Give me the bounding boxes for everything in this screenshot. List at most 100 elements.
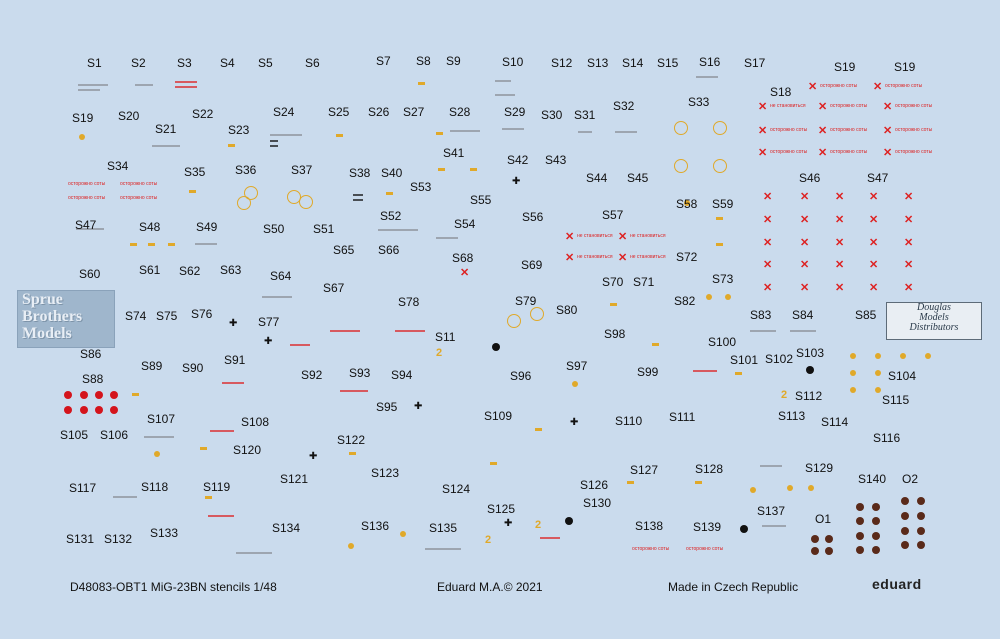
brown-dot (811, 535, 819, 543)
yellow-dot (925, 353, 931, 359)
yellow-dot (572, 381, 578, 387)
black-dot (806, 366, 814, 374)
red-dot (110, 406, 118, 414)
brown-dot (872, 517, 880, 525)
red-x-mark: ✕ (800, 282, 810, 294)
stencil-label: S140 (858, 472, 887, 486)
douglas-models-watermark: Douglas Models Distributors (886, 302, 982, 340)
yellow-stencil (132, 393, 139, 396)
yellow-stencil (627, 481, 634, 484)
red-x-mark: ✕ (808, 81, 818, 93)
stencil-label: S96 (510, 369, 532, 383)
yellow-ring (237, 196, 251, 210)
red-stencil-text: осторожно соты (895, 127, 933, 133)
stencil-label: S120 (233, 443, 262, 457)
yellow-stencil (349, 452, 356, 455)
tiny-stencil (195, 243, 217, 245)
brown-dot (872, 546, 880, 554)
red-x-mark: ✕ (818, 147, 828, 159)
yellow-stencil (716, 217, 723, 220)
stencil-label: S85 (855, 308, 877, 322)
stencil-label: S23 (228, 123, 250, 137)
stencil-label: S119 (203, 480, 231, 494)
black-cross-icon: ✚ (414, 401, 423, 412)
stencil-label: S40 (381, 166, 403, 180)
stencil-label: S51 (313, 222, 335, 236)
stencil-label: S1 (87, 56, 102, 70)
stencil-label: S53 (410, 180, 432, 194)
stencil-label: S50 (263, 222, 285, 236)
red-x-mark: ✕ (904, 191, 914, 203)
stencil-label: S69 (521, 258, 543, 272)
red-x-mark: ✕ (618, 231, 628, 243)
stencil-label: S63 (220, 263, 242, 277)
tiny-stencil (578, 131, 592, 133)
stencil-label: S45 (627, 171, 649, 185)
stencil-label: S98 (604, 327, 626, 341)
red-stencil-text: осторожно соты (830, 127, 868, 133)
stencil-label: S65 (333, 243, 355, 257)
red-stencil-text: не становиться (577, 233, 613, 239)
stencil-label: S10 (502, 55, 524, 69)
stencil-label: S75 (156, 309, 178, 323)
red-x-mark: ✕ (835, 282, 845, 294)
yellow-stencil (336, 134, 343, 137)
stencil-label: S46 (799, 171, 821, 185)
stencil-label: S133 (150, 526, 179, 540)
red-x-mark: ✕ (835, 214, 845, 226)
stencil-label: S135 (429, 521, 458, 535)
stencil-label: S125 (487, 502, 516, 516)
yellow-dot (725, 294, 731, 300)
stencil-label: S61 (139, 263, 161, 277)
red-x-mark: ✕ (835, 191, 845, 203)
yellow-dot (684, 200, 690, 206)
yellow-dot (875, 353, 881, 359)
tiny-stencil (502, 128, 524, 130)
red-x-mark: ✕ (869, 282, 879, 294)
yellow-dot (850, 370, 856, 376)
stencil-label: S48 (139, 220, 161, 234)
stencil-label: S103 (796, 346, 825, 360)
tiny-stencil (790, 330, 816, 332)
yellow-dot (750, 487, 756, 493)
red-x-mark: ✕ (818, 101, 828, 113)
yellow-dot (79, 134, 85, 140)
red-x-mark: ✕ (758, 147, 768, 159)
red-x-mark: ✕ (904, 282, 914, 294)
stencil-label: S15 (657, 56, 679, 70)
stencil-label: S115 (882, 393, 910, 407)
stencil-label: S91 (224, 353, 246, 367)
tiny-stencil (135, 84, 153, 86)
stencil-label: S21 (155, 122, 177, 136)
red-x-mark: ✕ (883, 125, 893, 137)
stencil-label: S55 (470, 193, 492, 207)
stencil-label: S34 (107, 159, 129, 173)
tiny-stencil (353, 199, 363, 201)
red-x-mark: ✕ (818, 125, 828, 137)
tiny-stencil (696, 76, 718, 78)
tiny-stencil (615, 131, 637, 133)
stencil-label: S131 (66, 532, 95, 546)
stencil-label: S136 (361, 519, 390, 533)
sprue-line-1: Sprue (22, 291, 63, 308)
tiny-stencil (436, 237, 458, 239)
tiny-stencil (290, 344, 310, 346)
stencil-label: S82 (674, 294, 696, 308)
stencil-label: S139 (693, 520, 722, 534)
yellow-ring (674, 121, 688, 135)
yellow-numeral: 2 (436, 347, 443, 359)
stencil-label: S5 (258, 56, 273, 70)
tiny-stencil (330, 330, 360, 332)
tiny-stencil (222, 382, 244, 384)
yellow-stencil (205, 496, 212, 499)
stencil-label: S137 (757, 504, 786, 518)
red-stencil-text: осторожно соты (686, 546, 724, 552)
stencil-label: S70 (602, 275, 624, 289)
sheet-code: D48083-OBT1 MiG-23BN stencils 1/48 (70, 580, 277, 594)
tiny-stencil (78, 89, 100, 91)
stencil-label: S7 (376, 54, 391, 68)
yellow-stencil (610, 303, 617, 306)
red-x-mark: ✕ (800, 214, 810, 226)
red-dot (110, 391, 118, 399)
